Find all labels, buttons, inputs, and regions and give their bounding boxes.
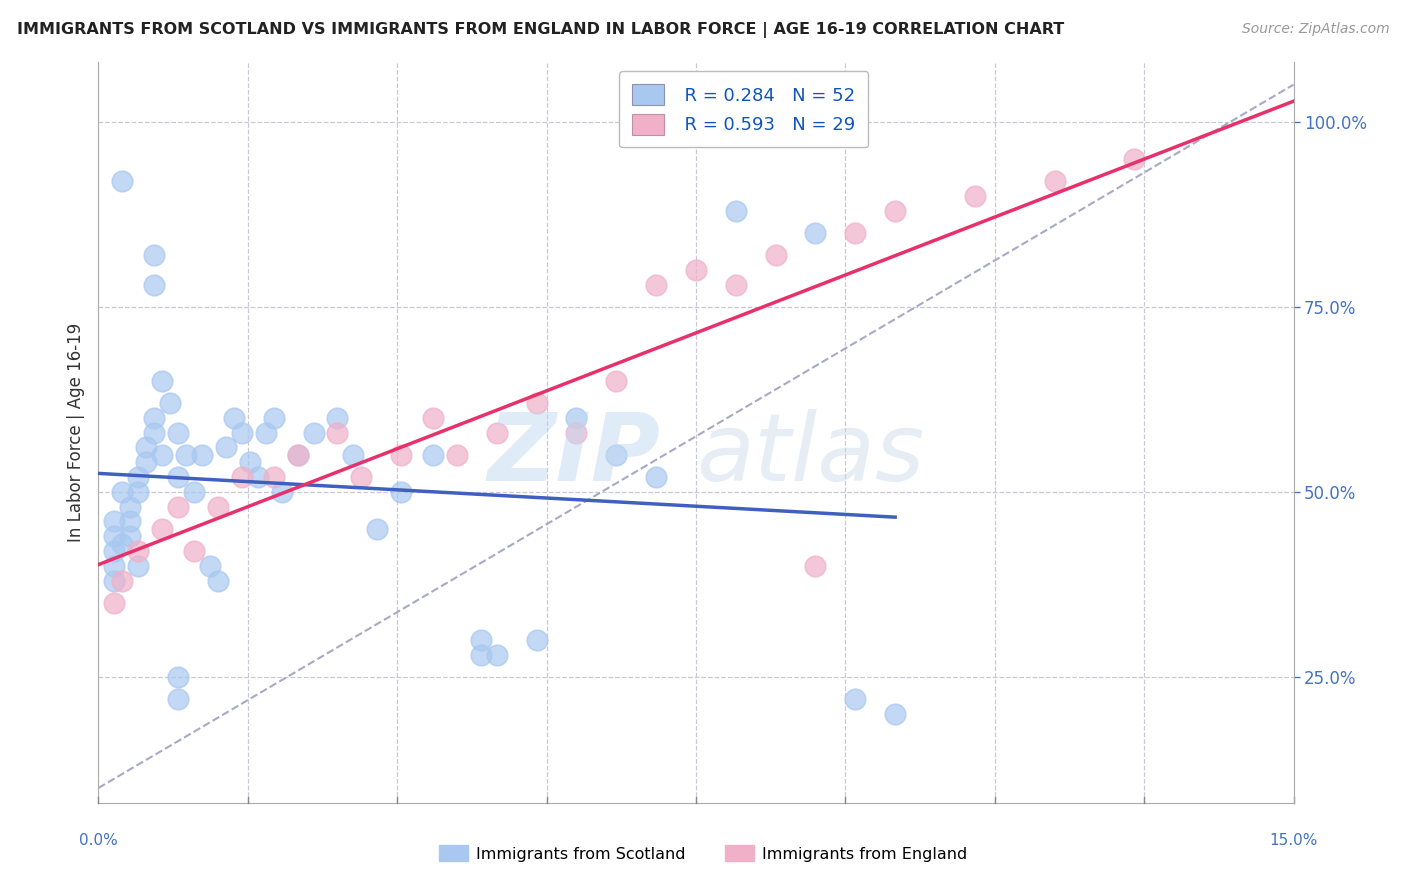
Point [111, 536, 134, 550]
Point [183, 484, 205, 499]
Point [342, 448, 364, 462]
Point [844, 226, 866, 240]
Point [422, 410, 444, 425]
Point [207, 500, 229, 514]
Point [222, 410, 245, 425]
Point [231, 425, 253, 440]
Y-axis label: In Labor Force | Age 16-19: In Labor Force | Age 16-19 [66, 323, 84, 542]
Point [150, 374, 173, 388]
Point [263, 410, 285, 425]
Point [844, 692, 866, 706]
Point [485, 648, 508, 662]
Text: atlas: atlas [696, 409, 924, 500]
Point [135, 441, 157, 455]
Point [167, 425, 190, 440]
Point [254, 425, 277, 440]
Point [167, 692, 190, 706]
Point [150, 522, 173, 536]
Point [446, 448, 468, 462]
Point [135, 455, 157, 469]
Point [167, 500, 190, 514]
Point [765, 248, 787, 262]
Point [127, 558, 149, 573]
Point [350, 470, 373, 484]
Point [526, 396, 548, 410]
Point [1043, 174, 1066, 188]
Point [103, 515, 125, 529]
Point [302, 425, 325, 440]
Point [111, 574, 134, 588]
Point [103, 574, 125, 588]
Point [565, 410, 588, 425]
Point [159, 396, 181, 410]
Point [605, 374, 627, 388]
Point [724, 277, 747, 292]
Point [422, 448, 444, 462]
Text: 15.0%: 15.0% [1270, 833, 1317, 848]
Point [246, 470, 269, 484]
Point [645, 277, 668, 292]
Point [470, 648, 492, 662]
Point [485, 425, 508, 440]
Point [239, 455, 262, 469]
Point [143, 425, 166, 440]
Point [470, 632, 492, 647]
Point [565, 425, 588, 440]
Point [127, 544, 149, 558]
Point [270, 484, 292, 499]
Point [804, 226, 827, 240]
Point [526, 632, 548, 647]
Point [127, 470, 149, 484]
Point [389, 484, 412, 499]
Point [127, 484, 149, 499]
Point [685, 262, 707, 277]
Point [724, 203, 747, 218]
Text: IMMIGRANTS FROM SCOTLAND VS IMMIGRANTS FROM ENGLAND IN LABOR FORCE | AGE 16-19 C: IMMIGRANTS FROM SCOTLAND VS IMMIGRANTS F… [17, 22, 1064, 38]
Point [884, 203, 907, 218]
Point [120, 515, 142, 529]
Point [167, 470, 190, 484]
Point [804, 558, 827, 573]
Point [1123, 152, 1146, 166]
Point [120, 529, 142, 543]
Point [366, 522, 388, 536]
Text: Source: ZipAtlas.com: Source: ZipAtlas.com [1241, 22, 1389, 37]
Point [198, 558, 221, 573]
Point [263, 470, 285, 484]
Point [231, 470, 253, 484]
Point [143, 410, 166, 425]
Point [103, 544, 125, 558]
Point [884, 706, 907, 721]
Legend: Immigrants from Scotland, Immigrants from England: Immigrants from Scotland, Immigrants fro… [433, 838, 973, 868]
Point [963, 188, 986, 202]
Legend:   R = 0.284   N = 52,   R = 0.593   N = 29: R = 0.284 N = 52, R = 0.593 N = 29 [619, 71, 869, 147]
Text: ZIP: ZIP [488, 409, 661, 500]
Point [120, 500, 142, 514]
Point [326, 410, 349, 425]
Point [103, 596, 125, 610]
Point [326, 425, 349, 440]
Point [174, 448, 197, 462]
Point [287, 448, 309, 462]
Point [111, 174, 134, 188]
Point [103, 529, 125, 543]
Point [645, 470, 668, 484]
Point [111, 484, 134, 499]
Point [103, 558, 125, 573]
Point [287, 448, 309, 462]
Point [215, 441, 238, 455]
Point [389, 448, 412, 462]
Point [167, 670, 190, 684]
Point [143, 248, 166, 262]
Point [605, 448, 627, 462]
Point [143, 277, 166, 292]
Point [207, 574, 229, 588]
Point [183, 544, 205, 558]
Point [191, 448, 214, 462]
Point [150, 448, 173, 462]
Text: 0.0%: 0.0% [79, 833, 118, 848]
